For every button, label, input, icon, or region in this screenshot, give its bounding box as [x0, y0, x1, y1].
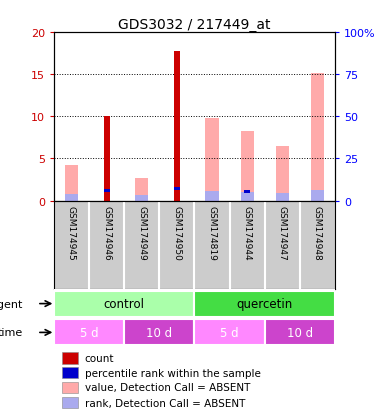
Bar: [174, 52, 180, 201]
Bar: [276, 147, 289, 201]
Bar: [311, 190, 324, 201]
Text: GSM174948: GSM174948: [313, 206, 322, 260]
Bar: [104, 190, 110, 193]
Text: value, Detection Call = ABSENT: value, Detection Call = ABSENT: [85, 382, 250, 392]
Text: 10 d: 10 d: [287, 326, 313, 339]
Bar: [311, 74, 324, 201]
Text: agent: agent: [0, 299, 23, 309]
Bar: [104, 117, 110, 201]
Title: GDS3032 / 217449_at: GDS3032 / 217449_at: [118, 18, 271, 32]
Bar: [124, 320, 194, 346]
Bar: [54, 320, 124, 346]
Bar: [135, 196, 148, 201]
Bar: [62, 382, 78, 393]
Bar: [241, 192, 254, 201]
Bar: [206, 192, 219, 201]
Bar: [62, 397, 78, 408]
Text: percentile rank within the sample: percentile rank within the sample: [85, 368, 261, 378]
Bar: [62, 368, 78, 379]
Bar: [135, 178, 148, 201]
Bar: [62, 353, 78, 364]
Bar: [206, 119, 219, 201]
Bar: [276, 194, 289, 201]
Bar: [264, 320, 335, 346]
Text: control: control: [104, 297, 145, 310]
Bar: [65, 195, 78, 201]
Bar: [54, 291, 194, 317]
Text: GSM174945: GSM174945: [67, 206, 76, 260]
Text: 10 d: 10 d: [146, 326, 172, 339]
Bar: [194, 320, 265, 346]
Bar: [194, 291, 335, 317]
Text: count: count: [85, 353, 114, 363]
Text: GSM174944: GSM174944: [243, 206, 252, 260]
Text: GSM174819: GSM174819: [208, 206, 216, 260]
Text: 5 d: 5 d: [80, 326, 98, 339]
Text: 5 d: 5 d: [220, 326, 239, 339]
Text: time: time: [0, 328, 23, 337]
Text: GSM174949: GSM174949: [137, 206, 146, 260]
Text: GSM174946: GSM174946: [102, 206, 111, 260]
Bar: [174, 188, 180, 190]
Text: GSM174950: GSM174950: [172, 206, 181, 260]
Text: quercetin: quercetin: [236, 297, 293, 310]
Bar: [241, 131, 254, 201]
Text: rank, Detection Call = ABSENT: rank, Detection Call = ABSENT: [85, 398, 245, 408]
Bar: [65, 166, 78, 201]
Bar: [244, 191, 250, 194]
Text: GSM174947: GSM174947: [278, 206, 287, 260]
